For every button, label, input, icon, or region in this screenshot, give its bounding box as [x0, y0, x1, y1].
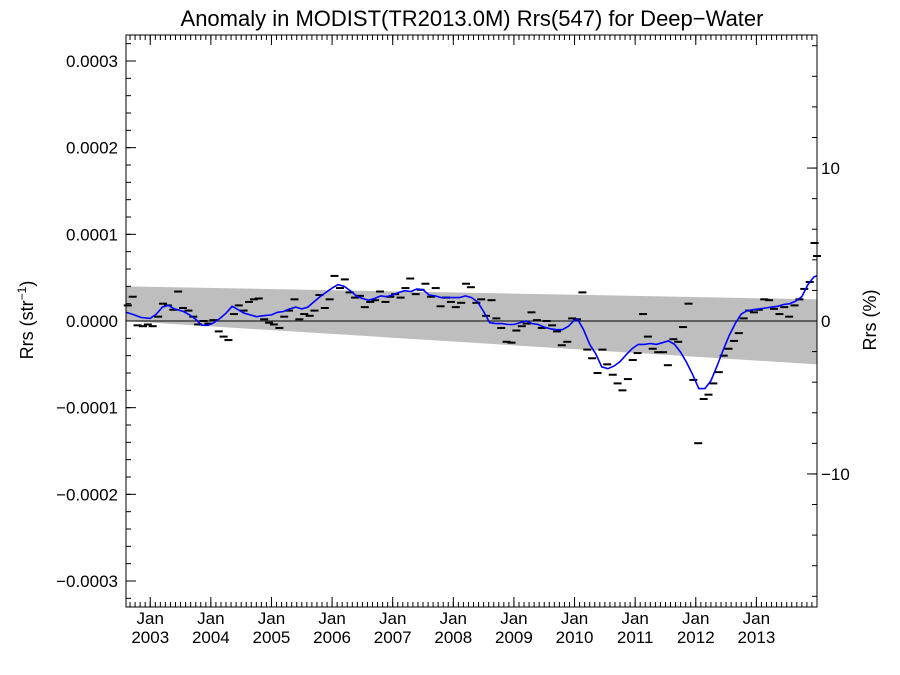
x-tick-month: Jan — [137, 609, 164, 628]
right-axis-label: Rrs (%) — [860, 290, 880, 351]
right-tick-label: 0 — [821, 312, 830, 331]
left-tick-label: −0.0002 — [56, 485, 118, 504]
right-tick-label: −10 — [821, 465, 850, 484]
x-tick-month: Jan — [682, 609, 709, 628]
x-tick-year: 2007 — [374, 628, 412, 647]
x-tick-year: 2008 — [434, 628, 472, 647]
x-tick-month: Jan — [197, 609, 224, 628]
left-tick-label: 0.0000 — [66, 312, 118, 331]
x-tick-month: Jan — [318, 609, 345, 628]
x-tick-year: 2005 — [253, 628, 291, 647]
x-tick-year: 2012 — [677, 628, 715, 647]
left-axis-label: Rrs (str−1) — [15, 281, 37, 360]
left-tick-label: 0.0003 — [66, 52, 118, 71]
x-tick-year: 2010 — [556, 628, 594, 647]
left-tick-label: 0.0001 — [66, 225, 118, 244]
x-tick-month: Jan — [440, 609, 467, 628]
x-tick-year: 2003 — [131, 628, 169, 647]
right-axis-ticks: 10 0 −10 — [807, 45, 850, 597]
x-tick-year: 2009 — [495, 628, 533, 647]
left-axis-label-close: ) — [17, 281, 37, 287]
left-axis-label-exponent: −1 — [15, 286, 29, 300]
x-tick-month: Jan — [500, 609, 527, 628]
left-axis-label-main: Rrs (str — [17, 300, 37, 359]
x-tick-month: Jan — [258, 609, 285, 628]
left-tick-label: −0.0003 — [56, 572, 118, 591]
left-tick-label: −0.0001 — [56, 399, 118, 418]
x-tick-month: Jan — [743, 609, 770, 628]
x-tick-year: 2011 — [617, 628, 654, 647]
chart-title: Anomaly in MODIST(TR2013.0M) Rrs(547) fo… — [181, 6, 764, 31]
x-tick-year: 2006 — [313, 628, 351, 647]
left-tick-label: 0.0002 — [66, 139, 118, 158]
x-tick-year: 2013 — [737, 628, 775, 647]
x-axis-ticks: Jan2003Jan2004Jan2005Jan2006Jan2007Jan20… — [129, 35, 818, 647]
x-tick-month: Jan — [561, 609, 588, 628]
right-tick-label: 10 — [821, 159, 840, 178]
x-tick-month: Jan — [621, 609, 648, 628]
x-tick-month: Jan — [379, 609, 406, 628]
plot-area — [123, 242, 821, 445]
left-axis-ticks: 0.0003 0.0002 0.0001 0.0000 −0.0001 −0.0002 −0… — [56, 43, 136, 599]
smoothed-anomaly-line — [125, 275, 818, 390]
x-tick-year: 2004 — [192, 628, 230, 647]
